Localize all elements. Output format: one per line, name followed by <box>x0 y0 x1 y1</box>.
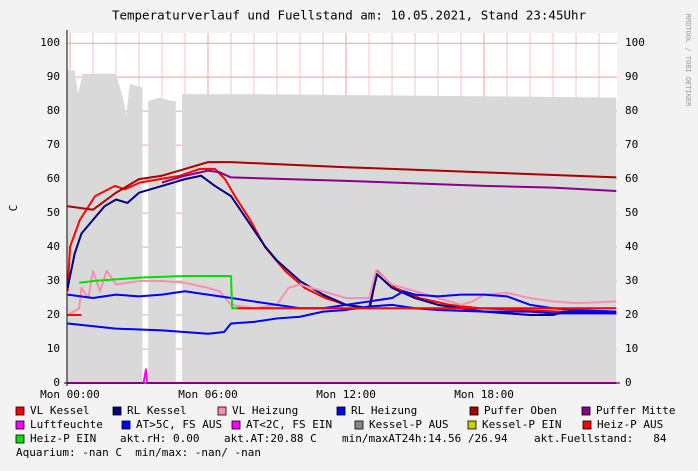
x-tick-label: Mon 18:00 <box>454 388 514 401</box>
y2-tick-label: 80 <box>625 104 638 117</box>
legend-swatch <box>112 406 122 416</box>
legend-label: Heiz-P EIN <box>30 432 96 445</box>
x-tick-label: Mon 12:00 <box>316 388 376 401</box>
legend-label: Luftfeuchte <box>30 418 103 431</box>
legend-label: RL Kessel <box>127 404 187 417</box>
legend-label: VL Heizung <box>232 404 298 417</box>
legend-swatch <box>231 420 241 430</box>
line <box>67 269 617 316</box>
y-tick-label: 20 <box>47 308 60 321</box>
info-text: min/maxAT24h:14.56 /26.94 <box>342 432 508 445</box>
line <box>67 303 617 335</box>
y-tick-label: 90 <box>47 70 60 83</box>
watermark: RRDTOOL / TOBI OETIKER <box>684 14 692 108</box>
area <box>148 97 176 383</box>
legend-swatch <box>467 420 477 430</box>
line <box>79 274 238 310</box>
y2-tick-label: 20 <box>625 308 638 321</box>
area <box>182 94 617 384</box>
legend-label: Puffer Oben <box>484 404 557 417</box>
legend-label: Kessel-P AUS <box>369 418 448 431</box>
legend-swatch <box>581 406 591 416</box>
legend-swatch <box>217 406 227 416</box>
legend-label: VL Kessel <box>30 404 90 417</box>
y-tick-label: 60 <box>47 172 60 185</box>
y2-tick-label: 60 <box>625 172 638 185</box>
y-tick-label: 70 <box>47 138 60 151</box>
y-tick-label: 50 <box>47 206 60 219</box>
legend-swatch <box>469 406 479 416</box>
info-text: akt.Fuellstand: 84 <box>534 432 667 445</box>
legend-swatch <box>15 406 25 416</box>
legend-swatch <box>15 434 25 444</box>
y2-tick-label: 30 <box>625 274 638 287</box>
info-text: Aquarium: -nan C min/max: -nan/ -nan <box>16 446 261 459</box>
line <box>67 290 617 313</box>
legend-swatch <box>15 420 25 430</box>
legend-swatch <box>121 420 131 430</box>
legend-swatch <box>582 420 592 430</box>
legend-label: Kessel-P EIN <box>482 418 561 431</box>
y-tick-label: 100 <box>40 36 60 49</box>
y-tick-label: 80 <box>47 104 60 117</box>
y2-tick-label: 0 <box>625 376 632 389</box>
info-text: akt.AT:20.88 C <box>224 432 317 445</box>
x-tick-label: Mon 06:00 <box>178 388 238 401</box>
y2-tick-label: 100 <box>625 36 645 49</box>
legend-swatch <box>336 406 346 416</box>
area <box>67 70 143 384</box>
y-tick-label: 40 <box>47 240 60 253</box>
legend-label: Puffer Mitte <box>596 404 675 417</box>
y-tick-label: 30 <box>47 274 60 287</box>
y-tick-label: 10 <box>47 342 60 355</box>
legend-label: RL Heizung <box>351 404 417 417</box>
line <box>161 169 617 193</box>
legend-label: AT>5C, FS AUS <box>136 418 222 431</box>
line <box>67 161 617 211</box>
y2-tick-label: 40 <box>625 240 638 253</box>
y2-tick-label: 10 <box>625 342 638 355</box>
y2-tick-label: 50 <box>625 206 638 219</box>
legend-swatch <box>354 420 364 430</box>
info-text: akt.rH: 0.00 <box>120 432 199 445</box>
y2-tick-label: 90 <box>625 70 638 83</box>
legend-label: Heiz-P AUS <box>597 418 663 431</box>
y-axis-label: C <box>7 205 20 212</box>
legend-label: AT<2C, FS EIN <box>246 418 332 431</box>
line <box>66 167 617 313</box>
chart-title: Temperaturverlauf und Fuellstand am: 10.… <box>112 8 587 23</box>
y-tick-label: 0 <box>53 376 60 389</box>
y2-tick-label: 70 <box>625 138 638 151</box>
x-tick-label: Mon 00:00 <box>40 388 100 401</box>
